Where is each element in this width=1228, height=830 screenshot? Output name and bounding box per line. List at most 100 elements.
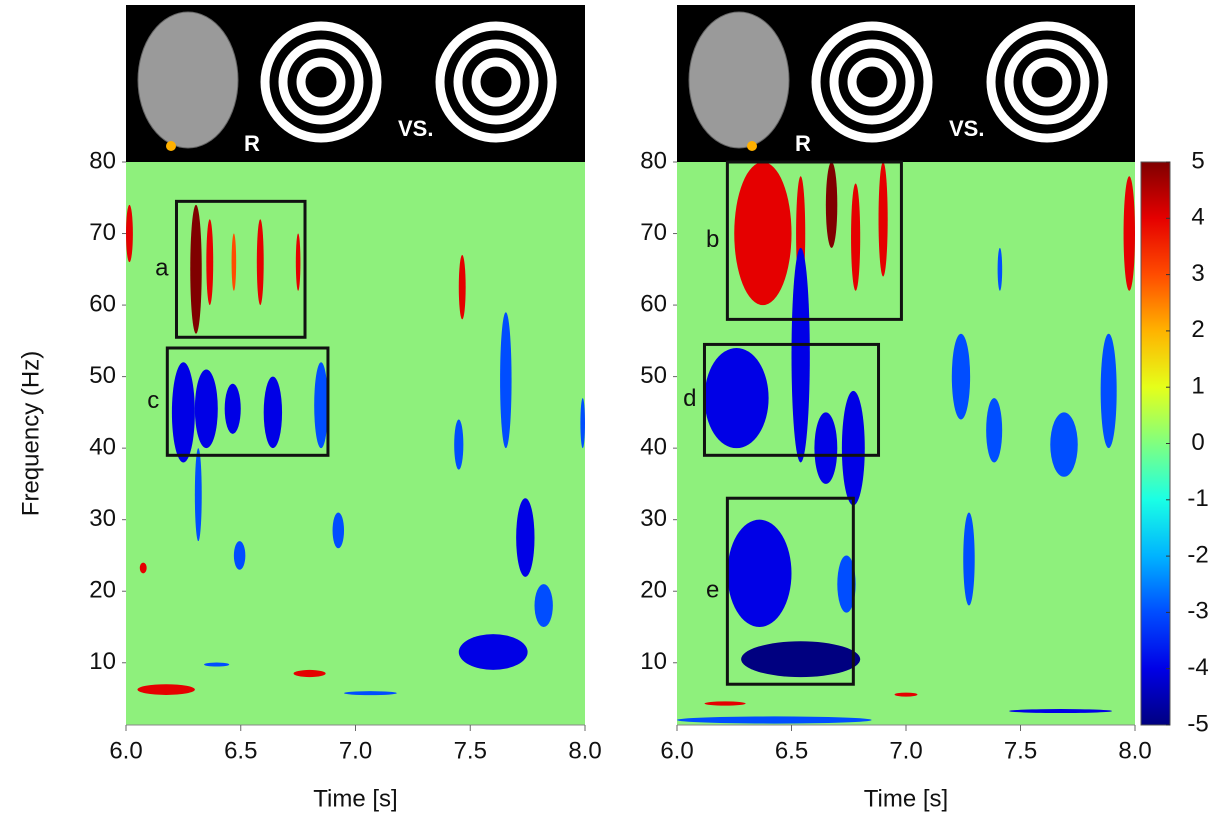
ring-stimulus [829, 39, 915, 125]
activation-blob [190, 204, 202, 334]
activation-blob [126, 204, 133, 263]
activation-blob [580, 398, 586, 449]
y-tick-label: 80 [640, 147, 667, 174]
activation-blob [500, 312, 512, 449]
y-tick-label: 70 [640, 219, 667, 246]
ring-stimulus [435, 21, 557, 143]
y-tick-label: 40 [640, 433, 667, 460]
activation-blob [458, 634, 528, 670]
activation-blob [704, 347, 769, 449]
activation-blob [1100, 333, 1117, 449]
contrast-label: VS. [398, 116, 433, 141]
region-label: a [155, 255, 169, 282]
ring-stimulus [260, 21, 382, 143]
region-box [725, 160, 903, 321]
activation-blob [1009, 709, 1113, 714]
region-box [702, 342, 881, 457]
colorbar-tick-label: 5 [1191, 147, 1204, 174]
y-tick-label: 60 [89, 290, 116, 317]
activation-blob [256, 219, 264, 306]
x-tick-label: 6.0 [660, 737, 693, 764]
x-tick-label: 6.5 [775, 737, 808, 764]
ring-stimulus [296, 57, 346, 107]
colorbar-tick-label: -5 [1187, 710, 1208, 737]
brain-spot [166, 141, 176, 151]
activation-blob [951, 333, 971, 420]
colorbar-tick-label: 2 [1191, 316, 1204, 343]
y-tick-label: 20 [640, 577, 667, 604]
y-tick-label: 80 [89, 147, 116, 174]
hemisphere-label: R [795, 131, 811, 156]
colorbar-tick-label: 1 [1191, 373, 1204, 400]
y-tick-label: 50 [640, 362, 667, 389]
x-tick-label: 7.0 [889, 737, 922, 764]
ring-stimulus [278, 39, 364, 125]
activation-blob [314, 362, 328, 449]
colorbar-tick-label: -4 [1187, 654, 1208, 681]
x-tick-label: 8.0 [1118, 737, 1151, 764]
y-tick-label: 60 [640, 290, 667, 317]
brain-image [137, 11, 239, 149]
brain-image [688, 11, 790, 149]
activation-blob [458, 254, 466, 320]
y-tick-label: 30 [89, 505, 116, 532]
colorbar-tick-label: -3 [1187, 598, 1208, 625]
y-tick-label: 70 [89, 219, 116, 246]
activation-blob [825, 162, 838, 248]
y-tick-label: 10 [89, 648, 116, 675]
ring-stimulus [847, 57, 897, 107]
activation-blob [206, 219, 214, 306]
activation-blob [851, 183, 861, 291]
brain-spot [747, 141, 757, 151]
x-tick-label: 6.0 [109, 737, 142, 764]
region-box [174, 199, 307, 339]
activation-blob [194, 448, 202, 542]
activation-blob [295, 233, 301, 291]
x-axis-title: Time [s] [864, 785, 948, 812]
activation-blob [677, 716, 872, 724]
region-box [165, 346, 330, 457]
activation-blob [231, 233, 237, 291]
activation-blob [734, 162, 792, 306]
region-label: b [706, 226, 719, 253]
x-tick-label: 7.5 [1004, 737, 1037, 764]
activation-blob [194, 369, 218, 449]
colorbar-tick-label: 0 [1191, 429, 1204, 456]
activation-blob [841, 390, 865, 506]
activation-blob [171, 362, 195, 463]
y-tick-label: 20 [89, 577, 116, 604]
activation-blob [516, 498, 535, 577]
colorbar-tick-label: -2 [1187, 541, 1208, 568]
ring-stimulus [811, 21, 933, 143]
activation-blob [1050, 412, 1078, 477]
hemisphere-label: R [244, 131, 260, 156]
activation-blob [894, 692, 918, 697]
activation-blob [727, 519, 792, 627]
ring-stimulus [986, 21, 1108, 143]
colorbar-tick-label: 3 [1191, 260, 1204, 287]
colorbar-tick-label: -1 [1187, 485, 1208, 512]
activation-blob [332, 512, 345, 549]
activation-blob [139, 562, 147, 574]
y-tick-label: 50 [89, 362, 116, 389]
colorbar-tick-label: 4 [1191, 204, 1204, 231]
y-axis-title: Frequency (Hz) [17, 351, 44, 516]
ring-stimulus [471, 57, 521, 107]
activation-blob [534, 584, 553, 627]
x-tick-label: 8.0 [568, 737, 601, 764]
y-tick-label: 30 [640, 505, 667, 532]
activation-blob [454, 419, 464, 470]
activation-blob [233, 541, 246, 570]
ring-stimulus [453, 39, 539, 125]
activation-blob [986, 398, 1003, 463]
region-label: c [147, 387, 159, 414]
x-axis-title: Time [s] [313, 785, 397, 812]
activation-blob [263, 376, 283, 449]
activation-blob [137, 684, 195, 695]
region-label: d [683, 385, 696, 412]
x-tick-label: 7.0 [339, 737, 372, 764]
activation-blob [963, 512, 975, 606]
activation-blob [224, 383, 241, 434]
contrast-label: VS. [949, 116, 984, 141]
